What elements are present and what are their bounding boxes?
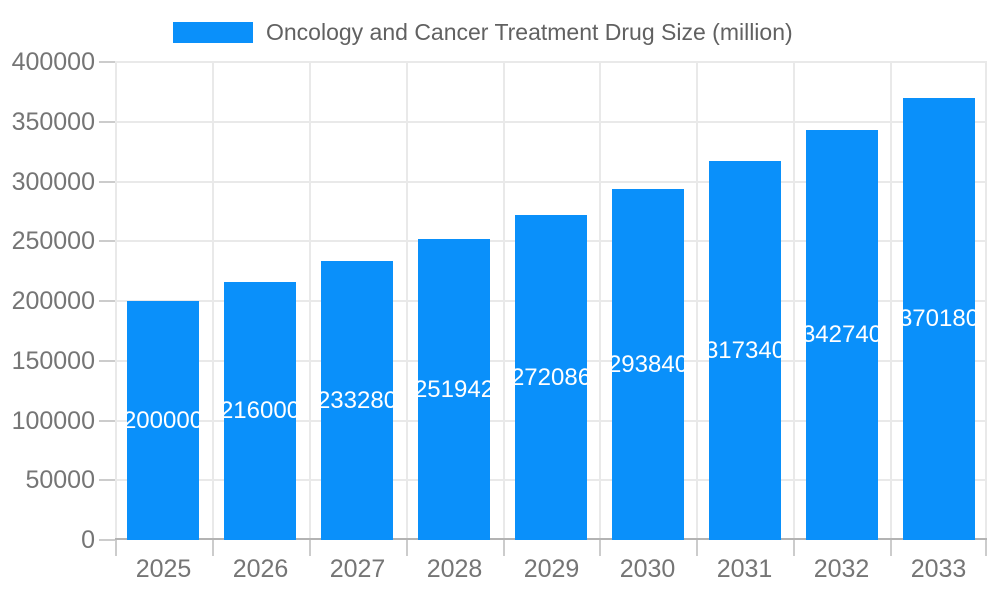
y-axis-tick [99, 120, 115, 123]
y-axis-tick [99, 300, 115, 302]
y-axis-tick [99, 419, 115, 422]
bar[interactable]: 216000 [224, 282, 296, 540]
y-gridline [115, 61, 987, 63]
y-axis-tick-label: 400000 [11, 48, 95, 76]
x-axis-tick-label: 2031 [716, 555, 773, 583]
x-gridline [309, 62, 311, 540]
x-axis-tick [696, 540, 698, 556]
y-axis-tick-label: 100000 [11, 406, 95, 435]
x-axis-tick-label: 2026 [232, 555, 289, 583]
bar-value-label: 293840 [612, 350, 684, 378]
bar-value-label: 370180 [903, 305, 975, 332]
legend-label: Oncology and Cancer Treatment Drug Size … [266, 19, 793, 45]
y-axis-tick-label: 250000 [11, 227, 95, 256]
y-gridline [115, 120, 987, 123]
y-axis-tick [99, 180, 115, 183]
bar[interactable]: 317340 [709, 161, 781, 540]
legend: Oncology and Cancer Treatment Drug Size … [173, 19, 793, 45]
y-axis-tick [99, 479, 115, 482]
y-gridline [115, 180, 987, 183]
x-axis-tick [115, 540, 117, 556]
bar[interactable]: 342740 [806, 130, 878, 540]
x-axis-tick [793, 540, 795, 556]
bar-value-label: 342740 [806, 321, 878, 348]
y-axis-tick [99, 539, 115, 541]
bar-value-label: 233280 [321, 386, 393, 414]
y-axis-tick-label: 200000 [11, 287, 95, 315]
x-gridline [212, 62, 214, 540]
y-axis-tick [99, 240, 115, 243]
x-axis-tick-label: 2030 [619, 555, 676, 583]
y-axis-tick [99, 61, 115, 63]
bar-value-label: 272086 [515, 363, 587, 391]
y-axis-tick-label: 0 [81, 526, 95, 554]
bar[interactable]: 293840 [612, 189, 684, 540]
legend-swatch [173, 22, 253, 43]
x-gridline [115, 62, 117, 540]
x-axis-tick [212, 540, 214, 556]
bar[interactable]: 200000 [127, 301, 199, 540]
x-gridline [793, 62, 795, 540]
x-axis-tick-label: 2033 [910, 555, 967, 583]
bar[interactable]: 272086 [515, 215, 587, 540]
x-gridline [599, 62, 601, 540]
y-axis-tick [99, 359, 115, 362]
bar-value-label: 251942 [418, 375, 490, 403]
x-axis-tick [890, 540, 892, 556]
bar[interactable]: 370180 [903, 98, 975, 540]
bar[interactable]: 233280 [321, 261, 393, 540]
y-axis-tick-label: 50000 [25, 466, 95, 495]
bar-value-label: 317340 [709, 336, 781, 364]
x-axis-tick-label: 2027 [329, 555, 386, 583]
x-axis-tick-label: 2032 [813, 555, 870, 583]
x-gridline [406, 62, 408, 540]
x-gridline [890, 62, 892, 540]
x-gridline [985, 62, 987, 540]
x-gridline [503, 62, 505, 540]
x-axis-tick [985, 540, 987, 556]
x-axis-tick [599, 540, 601, 556]
bar[interactable]: 251942 [418, 239, 490, 540]
bar-value-label: 200000 [127, 406, 199, 434]
y-axis-tick-label: 150000 [11, 346, 95, 375]
x-axis-tick [406, 540, 408, 556]
x-axis-tick [503, 540, 505, 556]
y-axis-tick-label: 350000 [11, 107, 95, 136]
bar-value-label: 216000 [224, 397, 296, 424]
y-axis-tick-label: 300000 [11, 167, 95, 196]
x-axis-tick-label: 2029 [523, 555, 580, 583]
x-axis-tick [309, 540, 311, 556]
x-gridline [696, 62, 698, 540]
plot-area: 200000 216000 233280 251942 272086 293840 3173… [115, 61, 987, 540]
x-axis-tick-label: 2028 [426, 555, 483, 583]
x-axis-tick-label: 2025 [135, 555, 192, 583]
